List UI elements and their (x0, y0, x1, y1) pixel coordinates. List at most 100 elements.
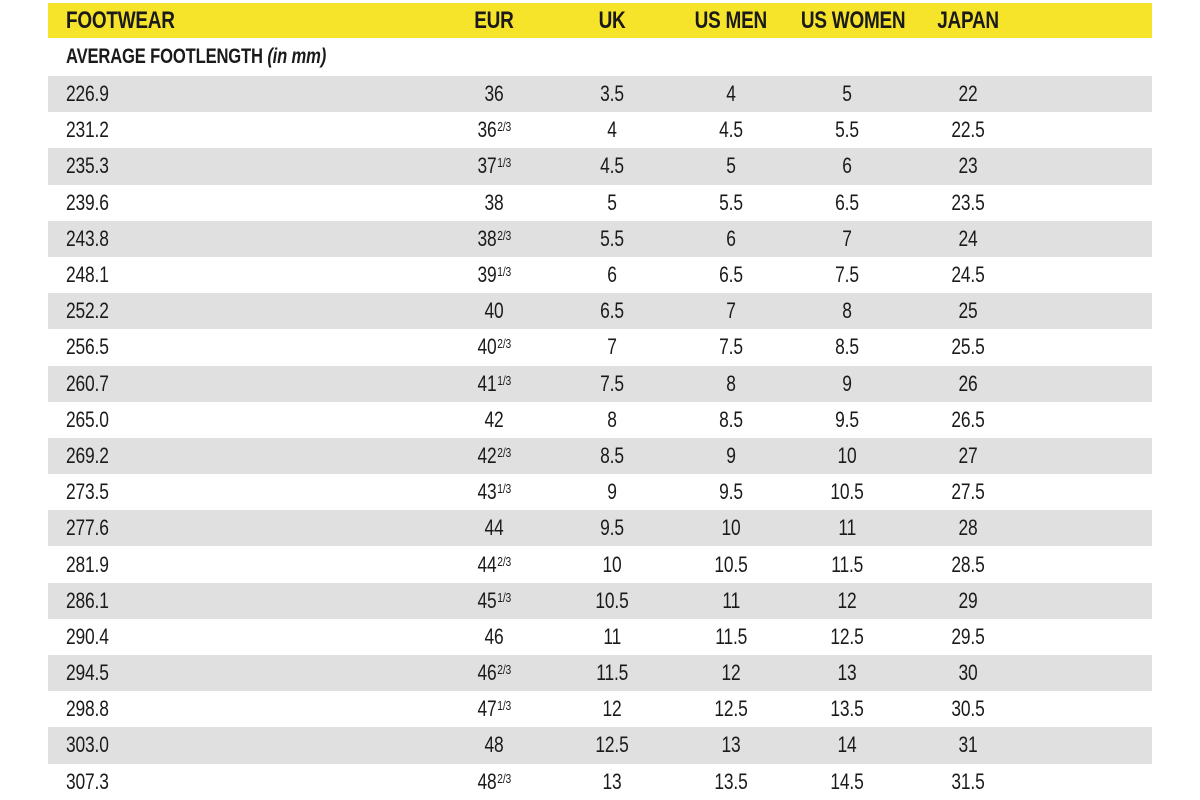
eur-fraction-superscript: 2/3 (496, 770, 511, 786)
us-men-cell: 7.5 (719, 334, 743, 360)
row-filler (1029, 438, 1152, 474)
japan-cell: 22.5 (951, 117, 985, 143)
us-men-cell: 8 (726, 370, 736, 396)
eur-cell: 362/3 (477, 117, 511, 143)
us-men-cell: 6.5 (719, 262, 743, 288)
table-row: 294.5 462/3 11.5 12 13 30 (48, 655, 1152, 692)
japan-cell: 22 (958, 81, 978, 107)
row-filler (1029, 329, 1152, 365)
table-row: 269.2 422/3 8.5 9 10 27 (48, 437, 1152, 475)
uk-cell: 4 (607, 117, 617, 143)
us-women-cell: 12 (837, 587, 857, 613)
footlength-cell: 260.7 (66, 370, 109, 396)
uk-cell: 8 (607, 406, 617, 432)
us-women-cell: 6 (842, 153, 852, 179)
eur-cell: 46 (484, 623, 504, 649)
row-filler (1029, 112, 1152, 148)
footlength-cell: 265.0 (66, 406, 109, 432)
eur-cell: 442/3 (477, 551, 511, 577)
eur-cell: 42 (484, 406, 504, 432)
us-men-cell: 9.5 (719, 479, 743, 505)
footlength-cell: 286.1 (66, 587, 109, 613)
eur-fraction-superscript: 1/3 (496, 372, 511, 388)
table-row: 277.6 44 9.5 10 11 28 (48, 510, 1152, 547)
japan-cell: 30 (958, 660, 978, 686)
uk-cell: 12.5 (595, 732, 629, 758)
japan-cell: 23.5 (951, 189, 985, 215)
eur-cell: 402/3 (477, 334, 511, 360)
table-row: 235.3 371/3 4.5 5 6 23 (48, 148, 1152, 185)
us-women-cell: 5.5 (835, 117, 859, 143)
table-row: 239.6 38 5 5.5 6.5 23.5 (48, 184, 1152, 221)
row-filler (1029, 185, 1152, 221)
eur-fraction-superscript: 1/3 (496, 698, 511, 714)
footlength-cell: 235.3 (66, 153, 109, 179)
table-row: 260.7 411/3 7.5 8 9 26 (48, 365, 1152, 402)
us-women-cell: 14 (837, 732, 857, 758)
row-filler (1029, 402, 1152, 438)
japan-cell: 27 (958, 442, 978, 468)
us-men-cell: 13 (721, 732, 741, 758)
row-filler (1029, 366, 1152, 402)
footlength-cell: 243.8 (66, 225, 109, 251)
eur-cell: 36 (484, 81, 504, 107)
eur-fraction-superscript: 1/3 (496, 155, 511, 171)
footlength-cell: 273.5 (66, 479, 109, 505)
japan-cell: 26 (958, 370, 978, 396)
uk-cell: 12 (602, 696, 622, 722)
uk-cell: 9.5 (600, 515, 624, 541)
table-row: 290.4 46 11 11.5 12.5 29.5 (48, 618, 1152, 655)
uk-cell: 6.5 (600, 298, 624, 324)
japan-cell: 28.5 (951, 551, 985, 577)
footlength-cell: 298.8 (66, 696, 109, 722)
us-women-cell: 11.5 (831, 551, 863, 577)
us-women-cell: 11 (838, 515, 856, 541)
row-filler (1029, 691, 1152, 727)
table-row: 281.9 442/3 10 10.5 11.5 28.5 (48, 546, 1152, 583)
us-men-cell: 10 (721, 515, 741, 541)
us-men-cell: 7 (726, 298, 736, 324)
footlength-cell: 269.2 (66, 442, 109, 468)
row-filler (1029, 655, 1152, 691)
size-conversion-table: FOOTWEAR EUR UK US MEN US WOMEN JAPAN AV… (48, 3, 1152, 800)
footwear-size-chart: FOOTWEAR EUR UK US MEN US WOMEN JAPAN AV… (48, 3, 1152, 800)
us-women-cell: 9.5 (835, 406, 859, 432)
us-women-cell: 12.5 (830, 623, 864, 649)
japan-cell: 27.5 (951, 479, 985, 505)
uk-cell: 9 (607, 479, 617, 505)
footlength-cell: 252.2 (66, 298, 109, 324)
table-row: 231.2 362/3 4 4.5 5.5 22.5 (48, 112, 1152, 149)
col-header-japan: JAPAN (937, 6, 999, 34)
subheader-unit: (in mm) (267, 45, 327, 68)
japan-cell: 31.5 (951, 768, 985, 794)
table-row: 273.5 431/3 9 9.5 10.5 27.5 (48, 474, 1152, 511)
us-men-cell: 11 (722, 587, 740, 613)
eur-cell: 48 (484, 732, 504, 758)
us-men-cell: 8.5 (719, 406, 743, 432)
us-women-cell: 8.5 (835, 334, 859, 360)
us-women-cell: 7.5 (835, 262, 859, 288)
eur-cell: 451/3 (477, 587, 511, 613)
us-women-cell: 10 (837, 442, 857, 468)
col-header-eur: EUR (474, 6, 514, 34)
us-men-cell: 4 (726, 81, 736, 107)
us-women-cell: 8 (842, 298, 852, 324)
us-men-cell: 10.5 (714, 551, 748, 577)
table-row: 303.0 48 12.5 13 14 31 (48, 727, 1152, 764)
japan-cell: 24 (958, 225, 978, 251)
japan-cell: 29.5 (951, 623, 985, 649)
table-row: 226.9 36 3.5 4 5 22 (48, 76, 1152, 113)
subheader-label: AVERAGE FOOTLENGTH (66, 45, 263, 68)
eur-fraction-superscript: 2/3 (496, 119, 511, 135)
eur-cell: 471/3 (477, 696, 511, 722)
row-filler (1029, 619, 1152, 655)
eur-fraction-superscript: 2/3 (496, 227, 511, 243)
row-filler (1029, 727, 1152, 763)
col-header-us-men: US MEN (694, 6, 768, 34)
col-header-footwear: FOOTWEAR (66, 6, 175, 34)
us-women-cell: 10.5 (830, 479, 864, 505)
uk-cell: 11.5 (596, 660, 628, 686)
footlength-cell: 239.6 (66, 189, 109, 215)
japan-cell: 29 (958, 587, 978, 613)
footlength-cell: 281.9 (66, 551, 109, 577)
